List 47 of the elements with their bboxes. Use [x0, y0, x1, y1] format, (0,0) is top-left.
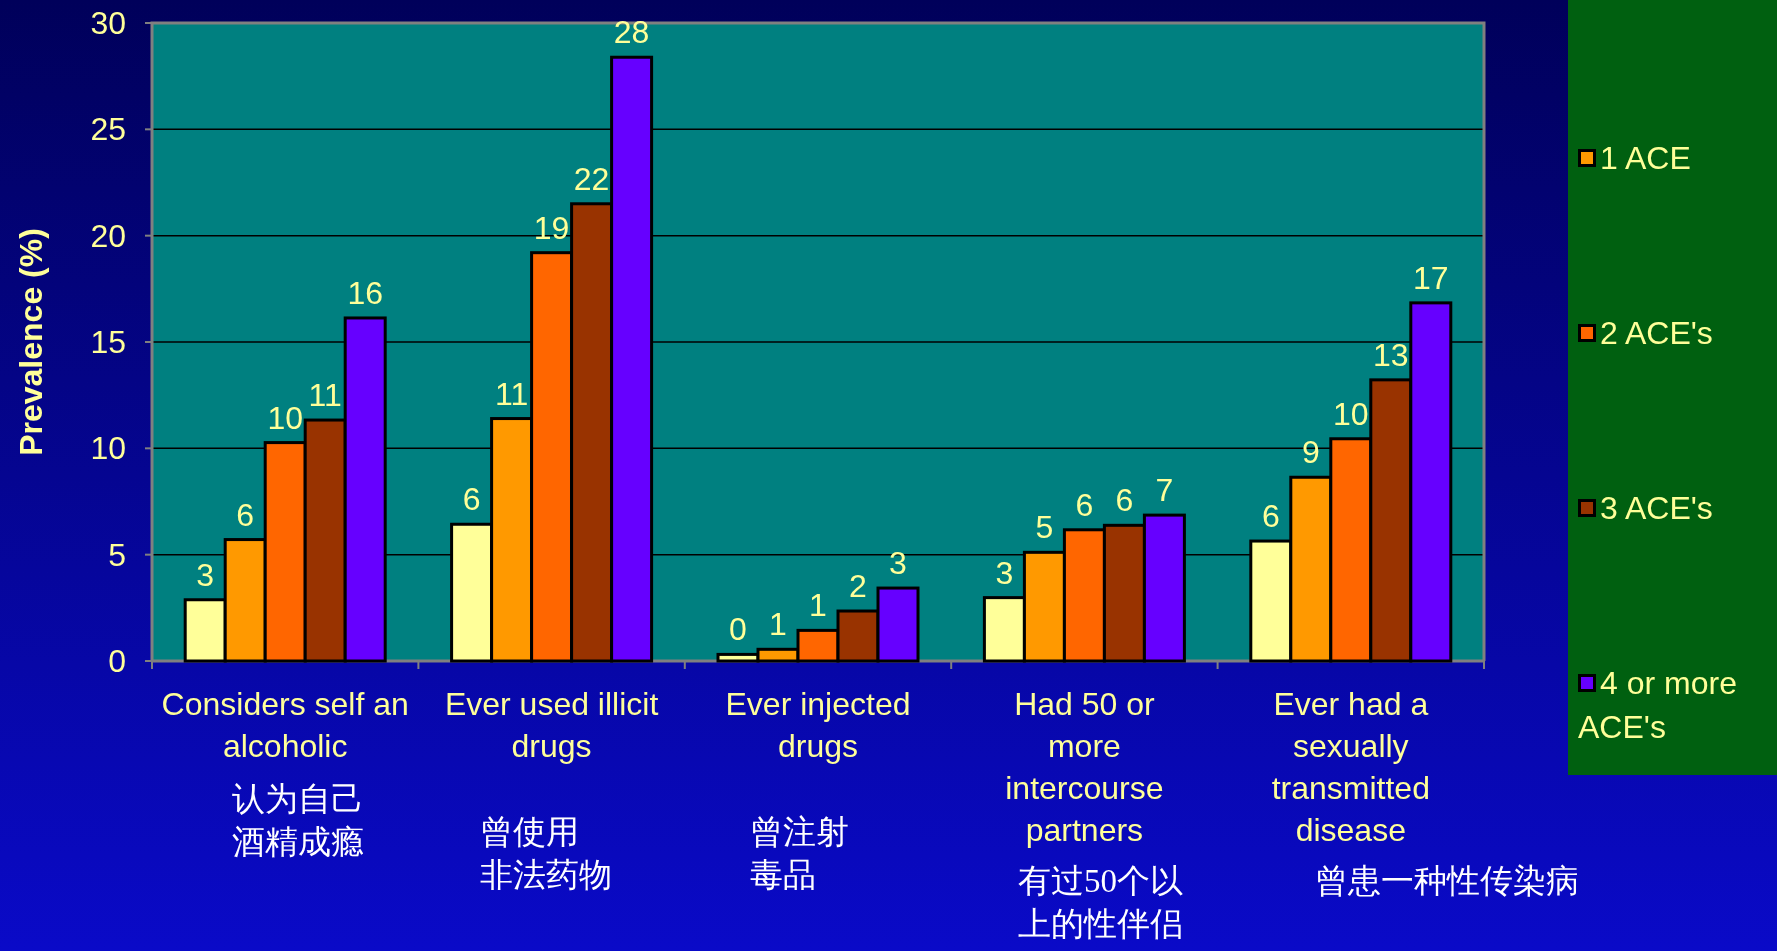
text: 有过50个以上的性伴侣	[1018, 862, 1183, 944]
data-label: 6	[236, 496, 255, 533]
data-label: 22	[573, 160, 610, 197]
y-tick-label: 5	[108, 536, 126, 573]
data-label: 11	[494, 375, 529, 412]
data-label: 3	[196, 556, 215, 593]
data-label: 3	[995, 554, 1014, 591]
data-label: 13	[1373, 336, 1409, 373]
legend-label: 2 ACE's	[1600, 315, 1713, 351]
text: 曾注射毒品	[750, 813, 849, 895]
data-label: 9	[1301, 434, 1320, 471]
data-label: 19	[533, 209, 570, 246]
y-tick-label: 20	[90, 217, 126, 254]
y-tick-label: 10	[90, 430, 126, 467]
data-label: 16	[347, 274, 383, 311]
x-tick-label: Ever used illicit drugs	[443, 685, 660, 766]
data-label: 6	[462, 481, 481, 518]
data-label: 1	[769, 606, 787, 643]
data-label: 17	[1413, 259, 1449, 296]
x-tick-label: Ever had a sexually transmitted disease	[1270, 685, 1431, 850]
y-axis-title: Prevalence (%)	[13, 228, 49, 456]
text: 曾患一种性传染病	[1315, 862, 1579, 901]
data-label: 10	[267, 399, 303, 436]
data-label: 7	[1155, 472, 1174, 509]
text: 曾使用非法药物	[480, 813, 612, 895]
data-label: 6	[1261, 498, 1280, 535]
legend-label: 4 or more ACE's	[1578, 665, 1737, 745]
data-label: 5	[1035, 509, 1054, 546]
data-label: 6	[1075, 486, 1094, 523]
legend-label: 3 ACE's	[1600, 490, 1713, 526]
data-label: 28	[613, 14, 650, 51]
data-label: 2	[849, 568, 867, 605]
data-label: 0	[729, 611, 747, 648]
y-tick-label: 30	[90, 5, 126, 41]
x-tick-label: Considers self an alcoholic	[160, 685, 410, 766]
data-label: 3	[889, 545, 907, 582]
data-label: 1	[809, 587, 827, 624]
x-tick-label: Ever injected drugs	[724, 685, 912, 766]
text: 认为自己酒精成瘾	[232, 780, 364, 862]
y-tick-label: 25	[90, 111, 126, 148]
data-label: 10	[1333, 395, 1369, 432]
x-tick-label: Had 50 or more intercourse partners	[1004, 685, 1165, 850]
y-tick-label: 0	[108, 643, 126, 679]
y-tick-label: 15	[90, 324, 126, 360]
data-label: 11	[308, 377, 342, 414]
legend-label: 1 ACE	[1600, 140, 1691, 176]
data-label: 6	[1115, 482, 1134, 519]
